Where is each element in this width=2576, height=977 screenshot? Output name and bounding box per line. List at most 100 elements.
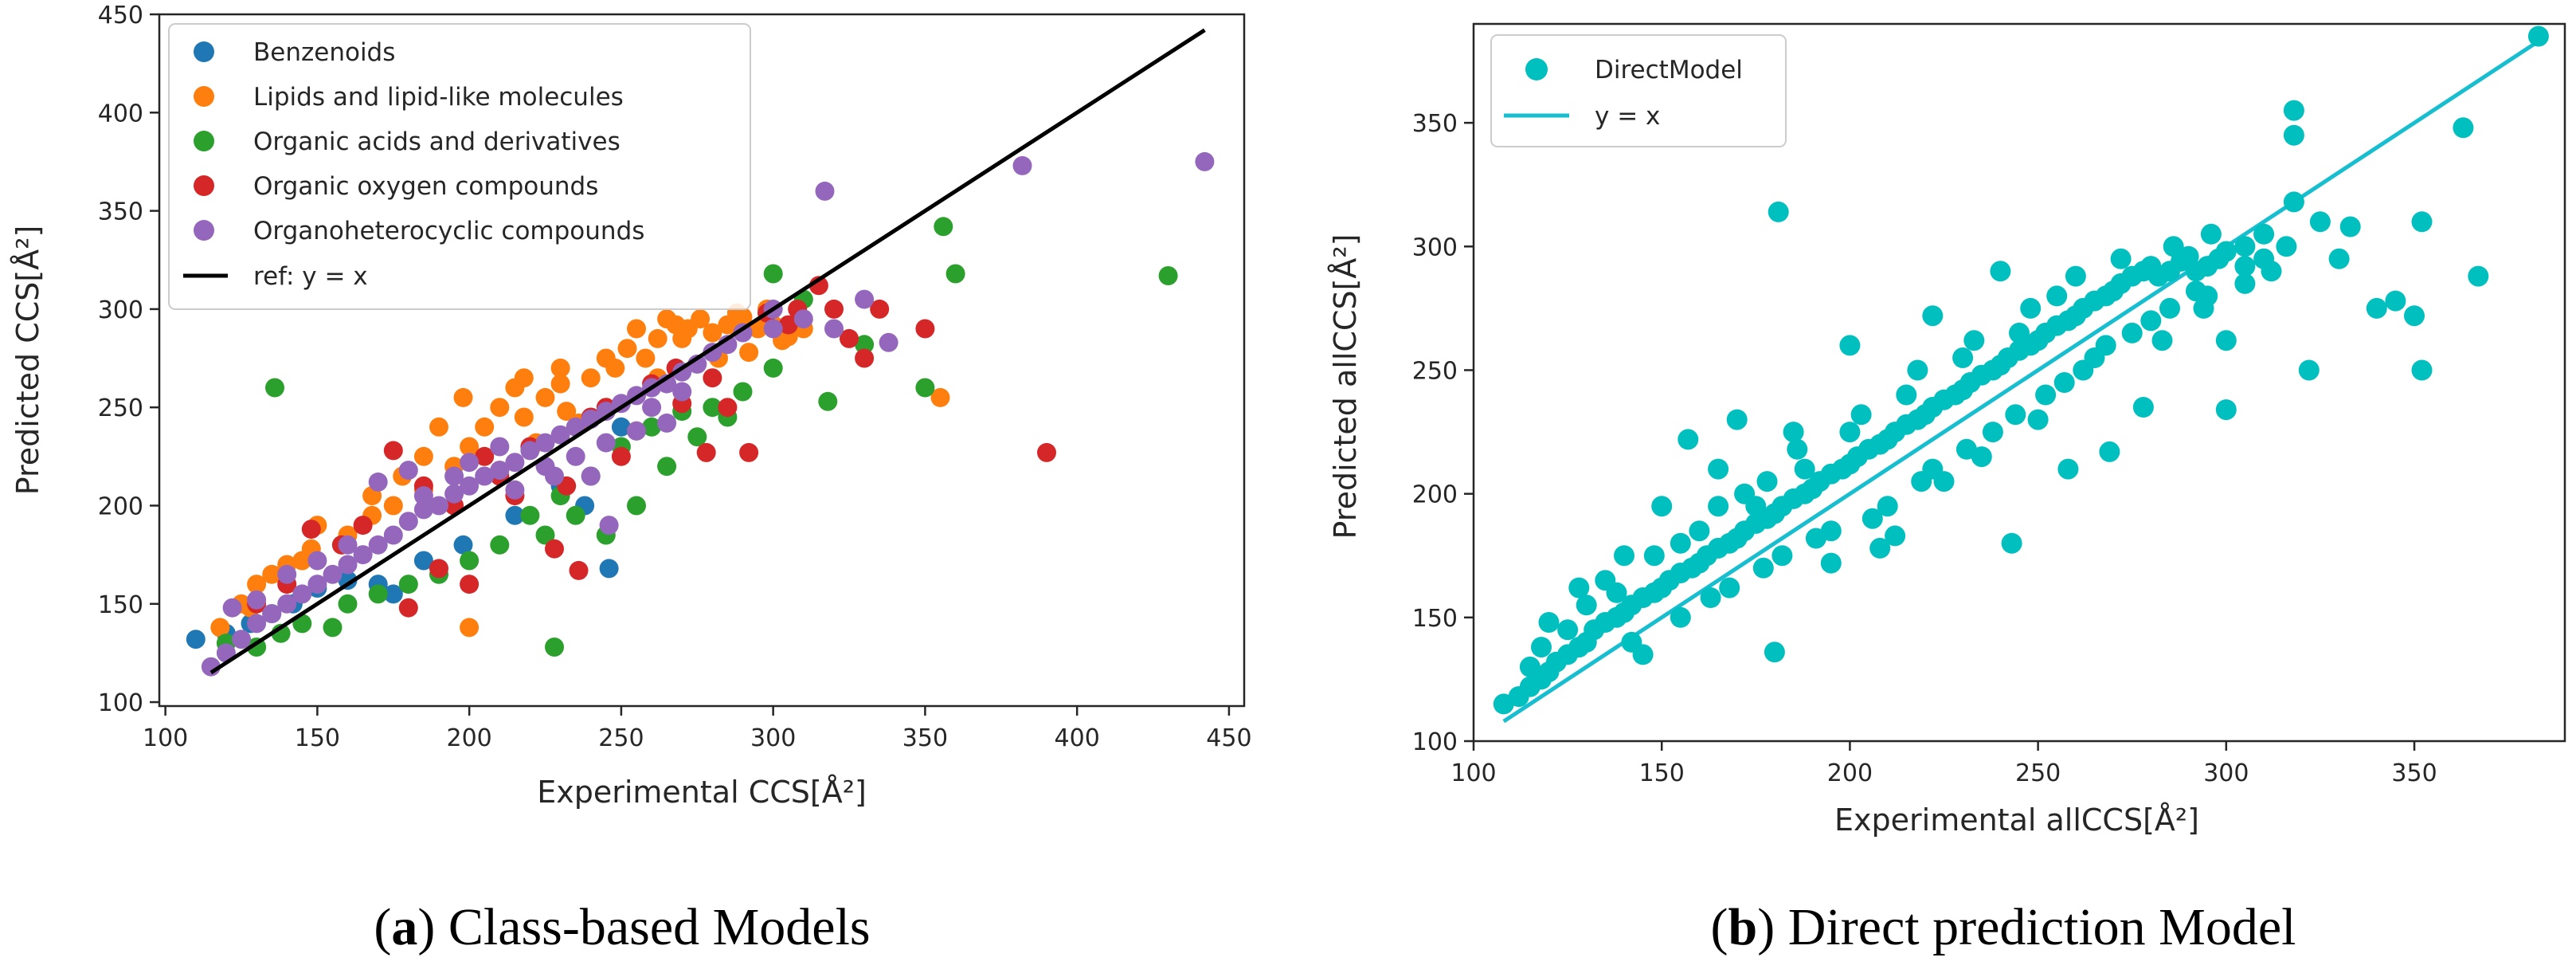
panel-a-legend-box xyxy=(168,23,751,310)
point-lipids-and-lipid-like-molecules-44 xyxy=(429,417,448,437)
point-benzenoids-0 xyxy=(186,630,206,649)
point-organic-acids-and-derivatives-17 xyxy=(642,417,662,437)
point-directmodel-157 xyxy=(2186,281,2206,302)
x-tick-label-200: 200 xyxy=(1827,759,1873,787)
legend-label-organic-oxygen: Organic oxygen compounds xyxy=(253,172,598,201)
point-organoheterocyclic-compounds-14 xyxy=(413,500,433,520)
point-directmodel-172 xyxy=(1862,508,1883,529)
point-organoheterocyclic-compounds-12 xyxy=(383,525,403,545)
point-directmodel-97 xyxy=(2099,441,2120,462)
y-tick-label-100: 100 xyxy=(98,689,143,717)
panel-a-x-axis-label: Experimental CCS[Å²] xyxy=(537,775,867,810)
point-directmodel-145 xyxy=(1519,656,1541,677)
point-directmodel-144 xyxy=(1531,637,1552,658)
point-organic-acids-and-derivatives-8 xyxy=(368,584,388,604)
point-directmodel-143 xyxy=(1557,619,1579,641)
point-lipids-and-lipid-like-molecules-59 xyxy=(557,402,577,422)
point-organoheterocyclic-compounds-40 xyxy=(855,289,875,309)
point-organic-acids-and-derivatives-19 xyxy=(703,398,722,418)
point-directmodel-134 xyxy=(1896,384,1917,406)
point-directmodel-163 xyxy=(1963,330,1985,351)
point-directmodel-123 xyxy=(2121,322,2143,343)
point-directmodel-149 xyxy=(1771,545,1793,567)
point-directmodel-88 xyxy=(2339,216,2361,237)
point-organic-acids-and-derivatives-36 xyxy=(566,505,585,525)
legend-label-lipids: Lipids and lipid-like molecules xyxy=(253,83,624,112)
point-organoheterocyclic-compounds-37 xyxy=(793,309,813,329)
point-directmodel-81 xyxy=(2527,26,2549,47)
x-tick-label-150: 150 xyxy=(1639,759,1685,787)
point-organic-acids-and-derivatives-33 xyxy=(687,427,707,447)
point-directmodel-112 xyxy=(1614,545,1634,567)
point-organic-oxygen-compounds-13 xyxy=(569,560,589,580)
point-directmodel-173 xyxy=(1911,471,1932,492)
point-directmodel-147 xyxy=(1670,606,1691,628)
point-organic-oxygen-compounds-5 xyxy=(383,441,403,461)
point-organic-oxygen-compounds-21 xyxy=(739,442,759,462)
point-organoheterocyclic-compounds-36 xyxy=(763,319,783,339)
point-organoheterocyclic-compounds-48 xyxy=(413,486,433,506)
point-lipids-and-lipid-like-molecules-54 xyxy=(292,551,312,571)
point-lipids-and-lipid-like-molecules-21 xyxy=(648,328,667,348)
point-organic-acids-and-derivatives-12 xyxy=(490,535,510,555)
x-tick-label-350: 350 xyxy=(2391,759,2437,787)
point-organic-oxygen-compounds-26 xyxy=(840,328,859,348)
point-directmodel-146 xyxy=(1621,631,1642,653)
panel-a-chart: 100 150 200 250 300 350 400 450 100 150 200 250 300… xyxy=(10,2,1252,810)
panel-b-x-axis-label: Experimental allCCS[Å²] xyxy=(1834,802,2199,838)
point-organoheterocyclic-compounds-2 xyxy=(232,630,251,649)
point-directmodel-100 xyxy=(1885,525,1906,547)
point-directmodel-121 xyxy=(2027,409,2049,430)
panel-a-legend: Benzenoids Lipids and lipid-like molecul… xyxy=(168,23,751,310)
y-tick-label-200: 200 xyxy=(1412,481,1458,509)
point-organoheterocyclic-compounds-6 xyxy=(292,584,312,604)
point-organoheterocyclic-compounds-44 xyxy=(657,413,677,433)
point-organoheterocyclic-compounds-18 xyxy=(475,466,495,486)
legend-marker-lipids xyxy=(194,86,214,107)
caption-b: (b) Direct prediction Model xyxy=(1711,898,2296,956)
point-organoheterocyclic-compounds-16 xyxy=(444,484,464,504)
caption-a: (a) Class-based Models xyxy=(374,898,870,956)
point-lipids-and-lipid-like-molecules-11 xyxy=(460,437,480,457)
point-organoheterocyclic-compounds-49 xyxy=(460,453,480,473)
point-organic-acids-and-derivatives-26 xyxy=(934,217,953,237)
point-benzenoids-14 xyxy=(599,559,619,579)
legend-marker-organic-acids xyxy=(194,131,214,151)
point-organoheterocyclic-compounds-53 xyxy=(566,446,585,466)
x-tick-label-300: 300 xyxy=(750,724,796,752)
point-organic-oxygen-compounds-35 xyxy=(703,368,722,388)
panel-b-ref-line-layer xyxy=(1502,39,2540,724)
y-tick-label-300: 300 xyxy=(98,296,143,324)
caption-b-close: ) xyxy=(1757,898,1775,956)
y-tick-label-400: 400 xyxy=(98,100,143,128)
point-organoheterocyclic-compounds-13 xyxy=(398,512,418,532)
point-directmodel-110 xyxy=(1689,520,1710,542)
legend-label-organoheterocyclic: Organoheterocyclic compounds xyxy=(253,217,644,245)
point-organic-oxygen-compounds-37 xyxy=(855,348,875,368)
point-lipids-and-lipid-like-molecules-32 xyxy=(460,618,480,638)
y-tick-label-150: 150 xyxy=(98,591,143,619)
point-directmodel-105 xyxy=(1783,422,1804,443)
point-organoheterocyclic-compounds-56 xyxy=(338,535,358,555)
point-directmodel-142 xyxy=(1576,594,1597,616)
point-organic-oxygen-compounds-16 xyxy=(611,446,631,466)
x-tick-label-400: 400 xyxy=(1055,724,1100,752)
point-organoheterocyclic-compounds-66 xyxy=(545,466,564,486)
point-directmodel-124 xyxy=(2159,297,2180,319)
point-directmodel-114 xyxy=(1568,577,1590,598)
panel-b-x-ticks: 100 150 200 250 300 350 xyxy=(1450,741,2437,787)
point-directmodel-94 xyxy=(2215,399,2237,421)
point-directmodel-179 xyxy=(2193,297,2214,319)
point-organoheterocyclic-compounds-65 xyxy=(581,466,601,486)
point-lipids-and-lipid-like-molecules-15 xyxy=(535,387,555,407)
point-organoheterocyclic-compounds-62 xyxy=(642,398,662,418)
point-directmodel-139 xyxy=(1670,532,1691,554)
point-directmodel-84 xyxy=(2411,211,2433,233)
caption-b-open: ( xyxy=(1711,898,1728,956)
point-lipids-and-lipid-like-molecules-49 xyxy=(930,387,950,407)
caption-a-letter: a xyxy=(391,898,417,956)
legend-label-organic-acids: Organic acids and derivatives xyxy=(253,128,621,156)
panel-b-y-axis-label: Predicted allCCS[Å²] xyxy=(1328,234,1363,540)
x-tick-label-450: 450 xyxy=(1206,724,1251,752)
point-lipids-and-lipid-like-molecules-34 xyxy=(550,358,570,378)
